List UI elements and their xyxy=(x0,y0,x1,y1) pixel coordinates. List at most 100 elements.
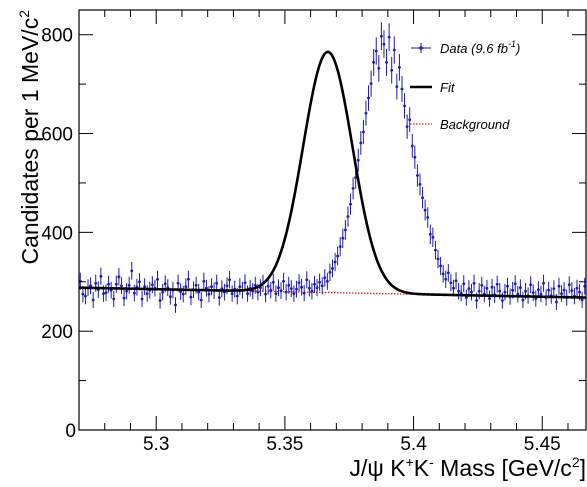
data-point-marker xyxy=(287,283,291,287)
data-point-marker xyxy=(127,283,131,287)
data-point-marker xyxy=(570,289,574,293)
data-point xyxy=(369,70,373,97)
data-point-marker xyxy=(377,66,381,70)
data-point-marker xyxy=(89,284,92,288)
data-point xyxy=(315,279,319,297)
data-point-marker xyxy=(138,280,141,284)
data-point xyxy=(390,56,394,84)
data-point-marker xyxy=(112,297,116,301)
data-point xyxy=(135,278,139,296)
data-point-marker xyxy=(284,290,288,294)
data-point xyxy=(416,164,419,187)
data-point xyxy=(279,282,283,299)
data-point xyxy=(333,252,337,272)
data-point-marker xyxy=(277,286,280,290)
legend-data-label: Data (9.6 fb-1) xyxy=(440,39,520,56)
data-point-marker xyxy=(238,285,242,289)
data-point xyxy=(302,284,306,302)
data-point-marker xyxy=(398,65,401,69)
x-tick-label: 5.3 xyxy=(143,434,169,455)
data-point xyxy=(325,272,329,290)
data-point-marker xyxy=(390,68,394,72)
data-point xyxy=(418,173,422,196)
data-point xyxy=(295,280,298,298)
data-point xyxy=(470,283,473,301)
data-point-marker xyxy=(405,125,409,129)
data-point-marker xyxy=(418,183,422,186)
data-point xyxy=(531,284,535,301)
data-point xyxy=(174,297,177,313)
data-point xyxy=(395,73,399,100)
data-point-marker xyxy=(297,281,301,285)
data-point xyxy=(421,187,424,209)
data-point-marker xyxy=(555,300,558,304)
data-point xyxy=(436,249,440,269)
data-point-marker xyxy=(235,294,239,298)
data-point-marker xyxy=(343,228,347,232)
data-point xyxy=(238,278,242,296)
data-point-marker xyxy=(145,292,149,296)
data-point-marker xyxy=(372,60,376,64)
data-point-marker xyxy=(181,292,185,296)
data-point xyxy=(490,278,494,296)
data-point xyxy=(557,277,561,295)
data-point-marker xyxy=(500,299,504,302)
data-point xyxy=(166,279,170,297)
data-point-marker xyxy=(295,287,298,291)
data-point-marker xyxy=(331,267,334,270)
data-point-marker xyxy=(99,274,103,278)
data-point-marker xyxy=(107,282,110,286)
data-point-marker xyxy=(477,289,481,293)
data-point-marker xyxy=(81,292,85,296)
data-point-marker xyxy=(150,283,154,287)
data-point xyxy=(186,270,190,288)
data-point-marker xyxy=(271,280,275,284)
data-point xyxy=(485,279,489,297)
data-point xyxy=(204,279,208,297)
x-axis-title: J/ψ K+K- Mass [GeV/c2] xyxy=(350,454,586,481)
data-point-marker xyxy=(454,279,458,283)
data-point-marker xyxy=(104,291,108,295)
x-tick-label: 5.45 xyxy=(524,434,561,455)
data-point-marker xyxy=(302,291,306,295)
legend-item-data: Data (9.6 fb-1) xyxy=(411,39,520,56)
data-point xyxy=(428,224,432,245)
data-point xyxy=(542,274,545,292)
data-point xyxy=(143,278,147,296)
data-point-marker xyxy=(428,232,432,236)
data-point xyxy=(482,285,486,303)
data-point xyxy=(184,278,188,296)
data-point xyxy=(282,272,286,290)
data-point-marker xyxy=(140,297,144,301)
data-point-marker xyxy=(521,298,525,302)
data-point-marker xyxy=(485,286,489,290)
data-point-marker xyxy=(253,283,257,287)
legend-data-marker-point xyxy=(419,46,423,50)
data-point-marker xyxy=(176,281,180,285)
data-point xyxy=(341,228,345,249)
data-point xyxy=(292,285,296,302)
data-point xyxy=(274,285,278,302)
data-point-marker xyxy=(503,290,507,294)
data-point xyxy=(181,285,185,303)
data-point-marker xyxy=(282,279,286,283)
data-point-marker xyxy=(230,292,234,296)
y-tick-label: 600 xyxy=(41,125,73,146)
data-point-marker xyxy=(338,245,342,249)
data-point-marker xyxy=(392,48,396,52)
data-point xyxy=(374,37,378,65)
data-point xyxy=(462,275,466,293)
data-point xyxy=(287,276,291,294)
data-point-marker xyxy=(470,290,473,294)
fit-curve xyxy=(79,50,586,299)
data-point-marker xyxy=(475,299,479,302)
data-point xyxy=(331,259,334,278)
data-point xyxy=(495,275,499,293)
data-point xyxy=(477,282,481,300)
data-point-marker xyxy=(511,288,515,292)
data-point xyxy=(382,30,386,58)
data-point-marker xyxy=(539,292,543,296)
data-point-marker xyxy=(346,215,350,218)
data-point xyxy=(351,177,355,200)
data-point xyxy=(387,23,391,52)
